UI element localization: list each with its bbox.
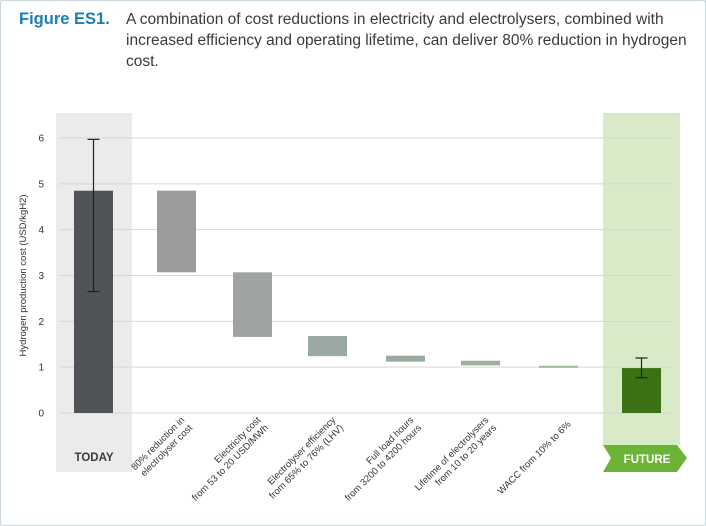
y-tick-label: 0 — [38, 409, 44, 420]
y-tick-label: 1 — [38, 363, 44, 374]
step-label-5: Lifetime of electrolysersfrom 10 to 20 y… — [413, 415, 499, 501]
step-bar-1 — [157, 190, 196, 273]
y-tick-label: 5 — [38, 179, 44, 190]
step-label-line: from 3200 to 4200 hours — [343, 423, 424, 504]
step-label-line: from 65% to 76% (LHV) — [267, 423, 346, 502]
step-label-line: WACC from 10% to 6% — [496, 419, 574, 497]
step-label-1: 80% reduction inelectrolyser cost — [129, 415, 195, 481]
step-bar-2 — [233, 272, 272, 337]
step-label-4: Full load hoursfrom 3200 to 4200 hours — [335, 415, 424, 504]
figure-caption: A combination of cost reductions in elec… — [126, 11, 687, 70]
y-tick-label: 6 — [38, 134, 44, 145]
step-label-line: Electrolyser efficiency — [266, 415, 339, 488]
step-bar-5 — [461, 360, 500, 366]
step-bar-6 — [539, 365, 578, 368]
step-label-2: Electricity costfrom 53 to 20 USD/MWh — [182, 415, 271, 504]
step-label-line: from 53 to 20 USD/MWh — [190, 423, 271, 504]
y-tick-label: 2 — [38, 317, 44, 328]
y-axis-label: Hydrogen production cost (USD/kgH2) — [18, 194, 29, 356]
step-bar-3 — [308, 336, 347, 357]
step-bar-4 — [386, 355, 425, 362]
future-tag — [603, 445, 687, 472]
y-tick-label: 3 — [38, 271, 44, 282]
today-label: TODAY — [75, 452, 114, 464]
step-label-line: Lifetime of electrolysers — [413, 415, 492, 494]
y-tick-label: 4 — [38, 225, 44, 236]
figure-label: Figure ES1. — [19, 10, 110, 28]
step-label-3: Electrolyser efficiencyfrom 65% to 76% (… — [259, 415, 346, 502]
step-label-6: WACC from 10% to 6% — [496, 419, 574, 497]
future-label: FUTURE — [624, 454, 671, 466]
